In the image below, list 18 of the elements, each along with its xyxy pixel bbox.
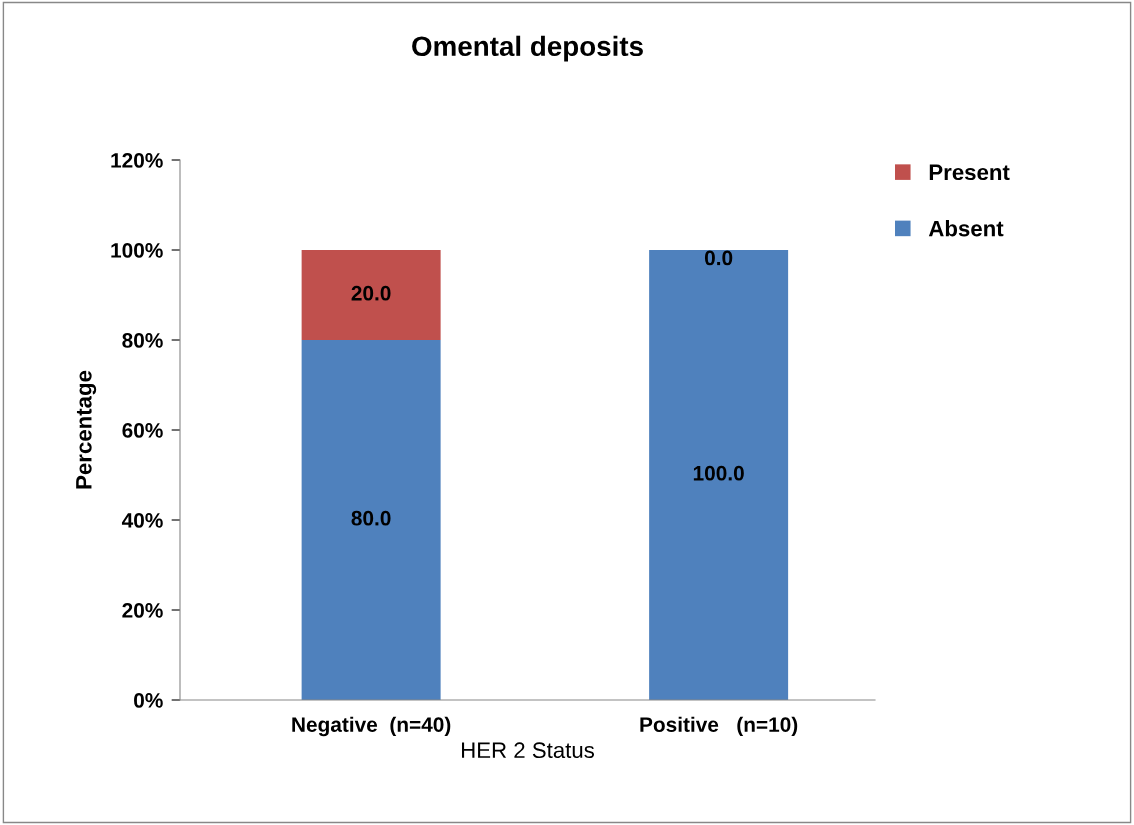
y-axis-title: Percentage (76, 370, 97, 489)
x-axis-title: HER 2 Status (462, 742, 595, 759)
x-tick-label: Positive (n=10) (640, 716, 798, 737)
x-tick-label: Negative (n=40) (292, 716, 451, 737)
y-tick-label: 40% (121, 513, 163, 528)
y-tick-label: 80% (122, 333, 163, 348)
y-tick-label: 20% (122, 603, 163, 618)
legend-label: Present (929, 164, 1010, 181)
data-label: 100.0 (693, 465, 744, 481)
data-label: 20.0 (351, 285, 391, 301)
data-label: 0.0 (704, 250, 733, 266)
y-tick-label: 100% (111, 243, 163, 258)
chart-title: Omental deposits (412, 35, 643, 62)
y-tick-label: 60% (122, 423, 163, 438)
data-label: 80.0 (351, 510, 391, 526)
y-tick-label: 0% (134, 693, 163, 708)
legend-label: Absent (928, 220, 1004, 237)
y-tick-label: 120% (111, 153, 163, 168)
